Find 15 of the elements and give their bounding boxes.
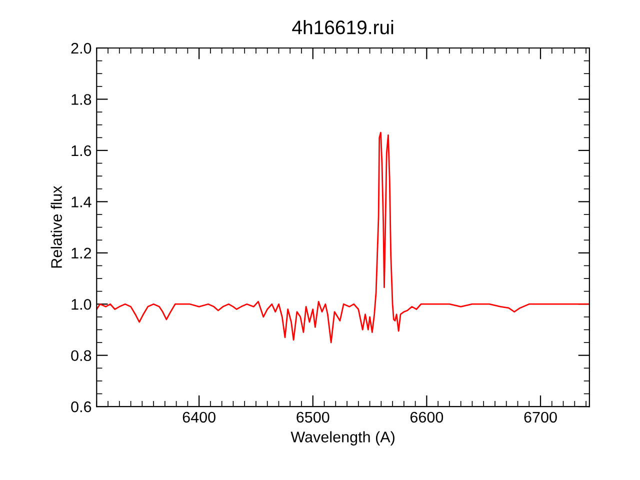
x-tick-label: 6500 xyxy=(296,412,330,423)
x-axis-title: Wavelength (A) xyxy=(290,431,394,446)
y-tick-label: 0.8 xyxy=(71,350,92,362)
y-tick-label: 1.0 xyxy=(72,298,92,310)
y-tick-label: 2.0 xyxy=(71,42,92,54)
x-tick-label: 6700 xyxy=(524,412,557,423)
x-tick-label: 6600 xyxy=(410,412,444,423)
y-tick-label: 0.6 xyxy=(71,401,92,412)
x-tick-label: 6400 xyxy=(182,412,216,423)
chart-title: 4h16619.rui xyxy=(292,20,394,34)
y-tick-label: 1.4 xyxy=(72,196,92,208)
y-tick-label: 1.8 xyxy=(72,94,92,105)
y-tick-label: 1.2 xyxy=(72,248,92,258)
y-axis-title: Relative flux xyxy=(50,186,62,268)
y-tick-label: 1.6 xyxy=(72,145,92,156)
